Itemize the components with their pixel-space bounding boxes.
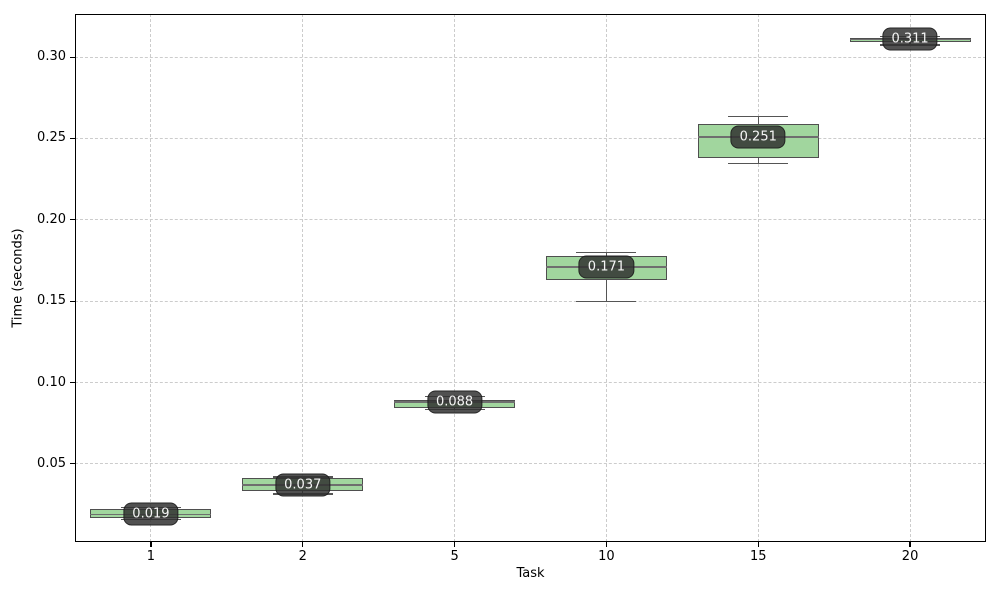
whisker-line-upper <box>605 252 607 256</box>
whisker-cap-lower <box>576 300 637 302</box>
y-axis-title: Time (seconds) <box>10 228 26 328</box>
y-tick-label: 0.10 <box>37 374 66 390</box>
value-badge: 0.311 <box>882 27 938 51</box>
y-tick-label: 0.30 <box>37 49 66 65</box>
x-tick-label: 1 <box>146 549 156 564</box>
x-tick-label: 20 <box>901 549 919 564</box>
value-badge: 0.037 <box>275 473 331 497</box>
gridline-horizontal <box>75 382 986 384</box>
y-tick-mark <box>70 300 75 302</box>
gridline-horizontal <box>75 219 986 221</box>
y-tick-label: 0.20 <box>37 211 66 227</box>
y-tick-label: 0.25 <box>37 130 66 146</box>
value-badge: 0.019 <box>123 502 179 526</box>
whisker-cap-lower <box>728 163 789 165</box>
x-tick-label: 15 <box>749 549 767 564</box>
value-badge: 0.171 <box>578 255 635 279</box>
x-tick-mark <box>757 542 759 547</box>
x-tick-mark <box>909 542 911 547</box>
whisker-cap-upper <box>576 251 637 253</box>
gridline-vertical <box>454 14 456 542</box>
gridline-horizontal <box>75 137 986 139</box>
x-tick-mark <box>302 542 304 547</box>
gridline-vertical <box>302 14 304 542</box>
gridline-vertical <box>150 14 152 542</box>
gridline-horizontal <box>75 56 986 58</box>
y-tick-label: 0.15 <box>37 293 66 309</box>
y-tick-mark <box>70 219 75 221</box>
x-tick-label: 5 <box>450 549 459 564</box>
whisker-line-upper <box>757 116 759 124</box>
whisker-line-lower <box>757 158 759 164</box>
value-badge: 0.088 <box>426 390 483 414</box>
x-tick-mark <box>605 542 607 547</box>
gridline-vertical <box>909 14 911 542</box>
whisker-line-lower <box>605 280 607 302</box>
gridline-vertical <box>757 14 759 542</box>
x-tick-mark <box>453 542 456 547</box>
x-axis-title: Task <box>516 566 545 581</box>
whisker-cap-upper <box>728 115 789 118</box>
y-tick-mark <box>70 56 75 58</box>
y-tick-mark <box>70 381 75 384</box>
x-tick-label: 2 <box>298 549 307 564</box>
gridline-horizontal <box>75 300 986 302</box>
y-tick-mark <box>70 463 75 465</box>
gridline-horizontal <box>75 463 986 465</box>
y-tick-label: 0.05 <box>37 455 66 471</box>
y-tick-mark <box>70 137 75 140</box>
x-tick-mark <box>150 542 152 547</box>
value-badge: 0.251 <box>730 125 786 149</box>
x-tick-label: 10 <box>598 549 615 564</box>
